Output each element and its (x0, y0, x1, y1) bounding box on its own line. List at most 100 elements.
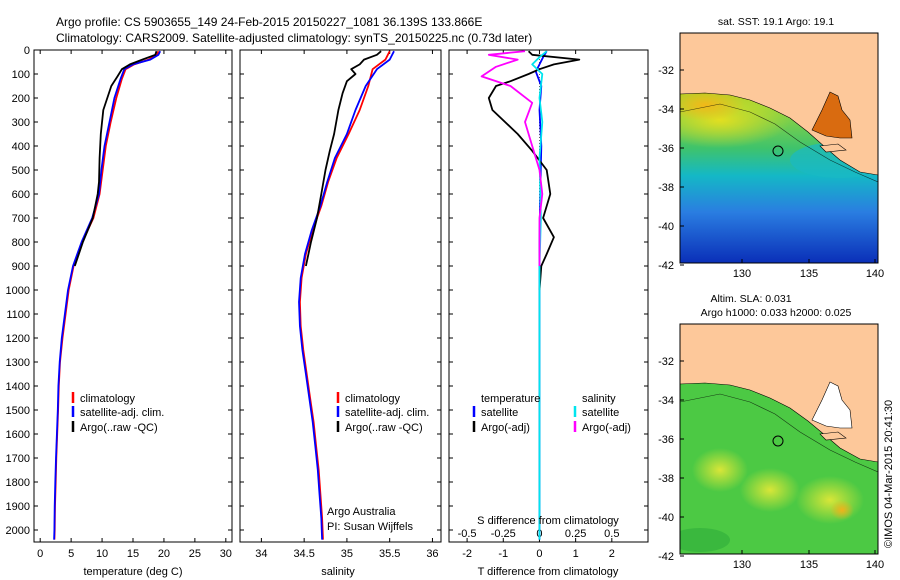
y-tick-label: 1200 (6, 333, 30, 345)
lat-tick-label: -40 (658, 512, 674, 524)
sla-patch (740, 468, 800, 512)
y-tick-label: 1500 (6, 405, 30, 417)
x-tick-label: 0 (37, 548, 43, 560)
y-tick-label: 600 (12, 189, 30, 201)
float-position-marker (772, 145, 784, 157)
difference-series (480, 50, 581, 540)
gulf-water (811, 381, 853, 429)
legend-title-salinity: salinity (582, 393, 616, 405)
lat-tick-label: -38 (658, 473, 674, 485)
series-line (305, 50, 382, 267)
y-tick-label: 1000 (6, 285, 30, 297)
land (680, 33, 878, 176)
shelf-contour (680, 393, 878, 473)
island (819, 431, 847, 441)
salinity-legend: climatology satellite-adj. clim. Argo(..… (336, 392, 429, 434)
sla-map-axes: -32 -34 -36 -38 -40 -42 130 135 140 (658, 356, 884, 571)
salinity-xlabel: salinity (321, 566, 355, 578)
y-tick-label: 300 (12, 117, 30, 129)
sla-map: Altim. SLA: 0.031 Argo h1000: 0.033 h200… (658, 293, 884, 571)
sst-map-axes: -32 -34 -36 -38 -40 -42 130 135 140 (658, 65, 884, 280)
secondary-tick-label: -0.5 (458, 528, 477, 540)
series-line (487, 50, 581, 291)
difference-legend: temperature salinity satellite Argo(-adj… (472, 393, 631, 434)
sst-warm-patch (680, 89, 745, 121)
y-tick-label: 800 (12, 237, 30, 249)
y-tick-label: 1900 (6, 501, 30, 513)
y-tick-label: 1100 (6, 309, 30, 321)
temperature-xlabel: temperature (deg C) (83, 566, 182, 578)
lat-tick-label: -40 (658, 221, 674, 233)
lon-tick-label: 140 (866, 559, 884, 571)
x-tick-label: 34.5 (293, 548, 314, 560)
series-line (53, 50, 162, 540)
lat-tick-label: -36 (658, 434, 674, 446)
land (680, 324, 878, 463)
x-tick-label: 36 (426, 548, 438, 560)
y-tick-label: 0 (24, 45, 30, 57)
y-tick-label: 200 (12, 93, 30, 105)
island (819, 143, 847, 153)
salinity-axes: 34 34.5 35 35.5 36 (240, 49, 441, 560)
lat-tick-label: -38 (658, 182, 674, 194)
lat-tick-label: -42 (658, 260, 674, 272)
difference-xlabel-top: S difference from climatology (477, 515, 619, 527)
difference-xlabel: T difference from climatology (478, 566, 619, 578)
legend-label-t-argo: Argo(-adj) (481, 422, 530, 434)
lat-tick-label: -34 (658, 104, 674, 116)
sla-patch (796, 476, 864, 524)
shelf-contour (680, 103, 878, 183)
annotation-line-2: PI: Susan Wijffels (327, 521, 413, 533)
y-tick-label: 1600 (6, 429, 30, 441)
y-tick-label: 900 (12, 261, 30, 273)
sla-dark-patch (680, 528, 730, 552)
legend-label-s-argo: Argo(-adj) (582, 422, 631, 434)
x-tick-label: 34 (255, 548, 267, 560)
x-tick-label: 30 (220, 548, 232, 560)
lat-tick-label: -32 (658, 65, 674, 77)
sla-map-title-2: Argo h1000: 0.033 h2000: 0.025 (701, 307, 852, 319)
y-tick-label: 1300 (6, 357, 30, 369)
x-tick-label: 35 (341, 548, 353, 560)
sla-patch (692, 448, 748, 492)
legend-label-satellite: satellite-adj. clim. (80, 407, 164, 419)
x-tick-label: 1 (573, 548, 579, 560)
lon-tick-label: 135 (800, 559, 818, 571)
series-line (73, 50, 158, 267)
difference-frame (448, 49, 649, 543)
legend-label-argo: Argo(..raw -QC) (345, 422, 423, 434)
x-tick-label: 10 (96, 548, 108, 560)
legend-label-satellite: satellite-adj. clim. (345, 407, 429, 419)
x-tick-label: -2 (462, 548, 472, 560)
annotation-line-1: Argo Australia (327, 506, 396, 518)
lon-tick-label: 135 (800, 268, 818, 280)
lat-tick-label: -42 (658, 551, 674, 563)
gulf-water (811, 91, 853, 139)
lon-tick-label: 130 (733, 559, 751, 571)
salinity-series (298, 50, 395, 540)
header-line-2: Climatology: CARS2009. Satellite-adjuste… (56, 31, 532, 45)
sst-map: sat. SST: 19.1 Argo: 19.1 -32 -34 -36 -38 -4… (658, 16, 884, 280)
float-position-marker (772, 435, 784, 447)
y-tick-label: 1700 (6, 453, 30, 465)
sla-map-title-1: Altim. SLA: 0.031 (710, 293, 791, 305)
x-tick-label: 5 (68, 548, 74, 560)
secondary-tick-label: 0.25 (565, 528, 586, 540)
x-tick-label: 35.5 (379, 548, 400, 560)
lat-tick-label: -34 (658, 395, 674, 407)
y-tick-label: 400 (12, 141, 30, 153)
lon-tick-label: 130 (733, 268, 751, 280)
difference-panel: -2 -1 0 1 2-0.5 -0.25 0 0.25 0.5 temperature sal… (448, 49, 649, 578)
y-tick-label: 1800 (6, 477, 30, 489)
series-line (480, 50, 544, 266)
sla-patch (830, 500, 854, 520)
legend-title-temperature: temperature (481, 393, 540, 405)
temperature-panel: 0100200300400500600700800900100011001200… (6, 45, 233, 578)
x-tick-label: 20 (158, 548, 170, 560)
lat-tick-label: -32 (658, 356, 674, 368)
secondary-tick-label: 0.5 (604, 528, 619, 540)
lat-tick-label: -36 (658, 143, 674, 155)
x-tick-label: -1 (498, 548, 508, 560)
x-tick-label: 2 (609, 548, 615, 560)
temperature-legend: climatology satellite-adj. clim. Argo(..… (71, 392, 164, 434)
